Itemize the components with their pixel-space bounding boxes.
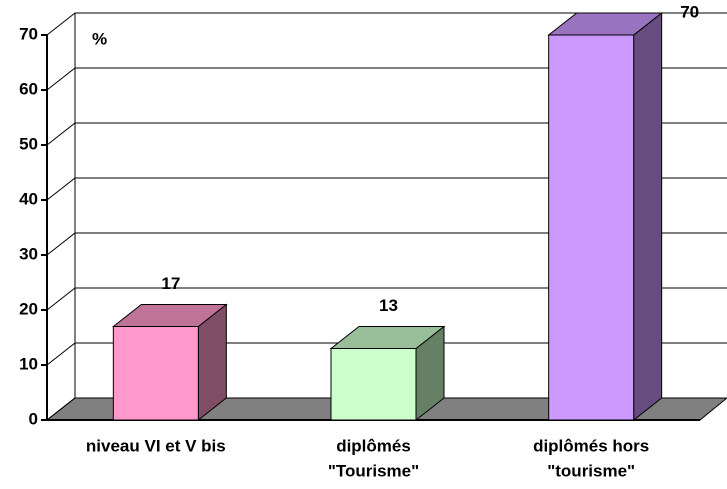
y-tick-label: 20 — [19, 299, 38, 318]
grid-line — [46, 397, 727, 421]
x-tick-label: diplômés hors — [533, 436, 649, 455]
bar-side — [633, 11, 663, 422]
bar — [112, 326, 199, 421]
grid-line — [46, 287, 727, 311]
y-tick-label: 60 — [19, 79, 38, 98]
value-label: 70 — [680, 2, 699, 21]
y-tick-label: 50 — [19, 134, 38, 153]
grid-line — [46, 67, 727, 91]
grid-line — [46, 232, 727, 256]
grid-line — [46, 12, 727, 36]
x-tick-label: "Tourisme" — [328, 461, 419, 480]
value-label: 17 — [161, 274, 180, 293]
x-tick-label: diplômés — [336, 436, 411, 455]
bar — [330, 348, 417, 421]
y-tick-label: 10 — [19, 354, 38, 373]
value-label: 13 — [379, 296, 398, 315]
y-tick-label: 40 — [19, 189, 38, 208]
y-tick-label: 30 — [19, 244, 38, 263]
grid-line — [46, 122, 727, 146]
bar — [548, 34, 635, 421]
grid-line — [46, 342, 727, 366]
y-tick-label: 70 — [19, 24, 38, 43]
axis-unit: % — [92, 29, 107, 48]
x-tick-label: "tourisme" — [547, 461, 635, 480]
x-tick-label: niveau VI et V bis — [86, 436, 226, 455]
y-tick-label: 0 — [29, 409, 38, 428]
grid-line — [46, 177, 727, 201]
